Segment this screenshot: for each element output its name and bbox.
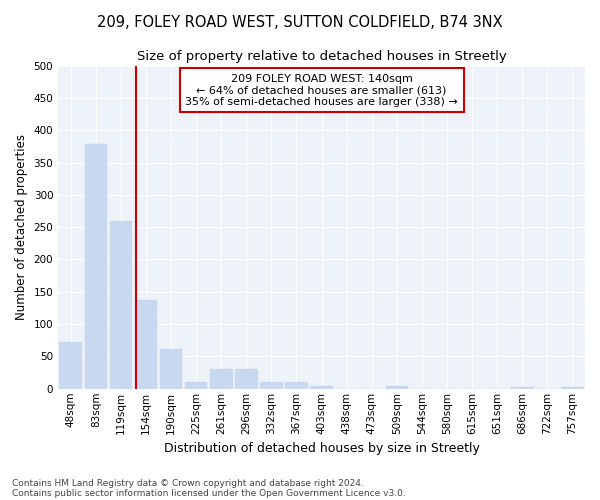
Bar: [185, 382, 208, 389]
Bar: [260, 382, 283, 389]
Text: 209 FOLEY ROAD WEST: 140sqm
← 64% of detached houses are smaller (613)
35% of se: 209 FOLEY ROAD WEST: 140sqm ← 64% of det…: [185, 74, 458, 107]
Bar: [235, 370, 257, 389]
Bar: [561, 388, 584, 389]
Y-axis label: Number of detached properties: Number of detached properties: [15, 134, 28, 320]
Bar: [59, 342, 82, 389]
Bar: [386, 386, 408, 389]
Text: 209, FOLEY ROAD WEST, SUTTON COLDFIELD, B74 3NX: 209, FOLEY ROAD WEST, SUTTON COLDFIELD, …: [97, 15, 503, 30]
Bar: [110, 220, 132, 389]
Bar: [511, 387, 533, 389]
Text: Contains public sector information licensed under the Open Government Licence v3: Contains public sector information licen…: [12, 488, 406, 498]
Bar: [210, 370, 233, 389]
Bar: [160, 348, 182, 389]
Bar: [285, 382, 308, 389]
Title: Size of property relative to detached houses in Streetly: Size of property relative to detached ho…: [137, 50, 506, 63]
Bar: [85, 144, 107, 389]
Bar: [310, 386, 333, 389]
Text: Contains HM Land Registry data © Crown copyright and database right 2024.: Contains HM Land Registry data © Crown c…: [12, 478, 364, 488]
Bar: [134, 300, 157, 389]
X-axis label: Distribution of detached houses by size in Streetly: Distribution of detached houses by size …: [164, 442, 479, 455]
